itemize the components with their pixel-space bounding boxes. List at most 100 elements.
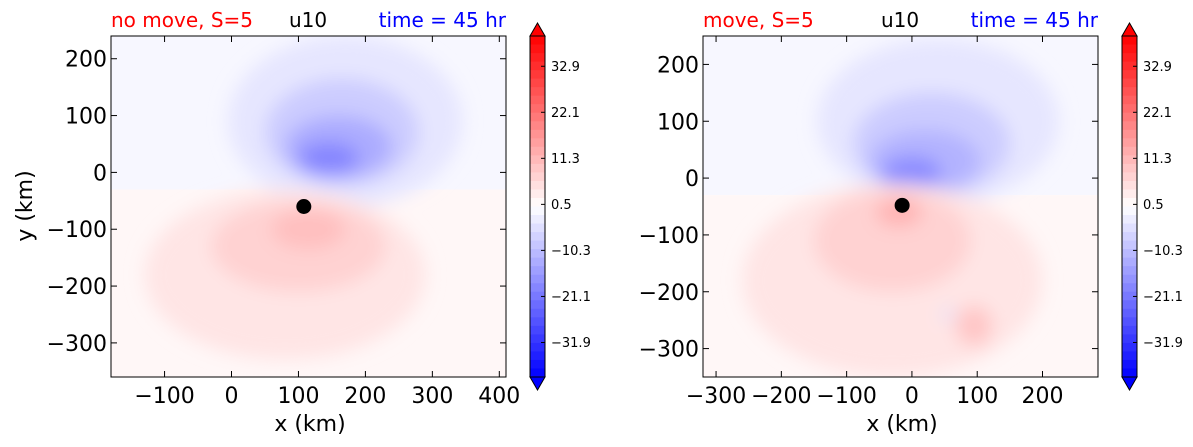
colorbar-tick-label: 0.5	[1143, 198, 1164, 213]
colorbar-level	[530, 325, 545, 335]
colorbar-level	[530, 291, 545, 301]
colorbar-level	[530, 368, 545, 378]
colorbar-level	[530, 180, 545, 191]
x-tick-label: 0	[905, 384, 919, 409]
colorbar-level	[1122, 61, 1137, 71]
y-tick-label: 100	[657, 110, 699, 135]
x-tick-label: −100	[134, 384, 194, 409]
y-tick-label: 100	[65, 105, 107, 130]
colorbar-level	[1122, 138, 1137, 148]
colorbar-level	[530, 359, 545, 370]
colorbar-level	[530, 36, 545, 46]
colorbar-extend-min	[529, 376, 546, 392]
colorbar-level	[530, 121, 545, 131]
colorbar-level	[530, 104, 545, 114]
positive-wind-contour	[955, 305, 993, 346]
left-title-case: no move, S=5	[111, 8, 253, 32]
negative-wind-contour	[942, 307, 954, 322]
colorbar-frame	[1121, 35, 1138, 378]
colorbar-level	[1122, 172, 1137, 182]
colorbar-level	[530, 155, 545, 165]
colorbar-level	[530, 53, 545, 63]
colorbar-level	[1122, 249, 1137, 259]
colorbar-level	[1122, 129, 1137, 139]
y-tick-label: −100	[639, 224, 699, 249]
colorbar-level	[1122, 351, 1137, 361]
colorbar-level	[1122, 146, 1137, 156]
right-x-axis-label: x (km)	[866, 412, 937, 437]
colorbar-level	[1122, 155, 1137, 165]
colorbar-level	[1122, 283, 1137, 293]
colorbar-level	[530, 257, 545, 267]
colorbar-level	[1122, 291, 1137, 301]
colorbar-extend-max	[1121, 21, 1138, 37]
x-tick-label: 0	[225, 384, 239, 409]
left-title-time: time = 45 hr	[379, 8, 507, 32]
right-title-case: move, S=5	[703, 8, 814, 32]
colorbar-level	[1122, 36, 1137, 46]
y-tick-label: −200	[47, 275, 107, 300]
storm-center-marker	[296, 199, 312, 214]
colorbar-level	[530, 334, 545, 344]
colorbar-level	[1122, 300, 1137, 310]
x-tick-label: 200	[344, 384, 386, 409]
colorbar-level	[1122, 78, 1137, 88]
colorbar-level	[530, 197, 545, 208]
x-tick-label: 200	[1022, 384, 1064, 409]
colorbar-level	[530, 95, 545, 105]
x-tick-label: 300	[411, 384, 453, 409]
colorbar-level	[1122, 112, 1137, 122]
colorbar-level	[530, 138, 545, 148]
colorbar-level	[530, 317, 545, 327]
x-tick-label: 100	[956, 384, 998, 409]
colorbar-level	[530, 249, 545, 259]
colorbar-level	[530, 189, 545, 199]
colorbar-tick-label: −31.9	[1143, 336, 1183, 351]
colorbar-level	[530, 78, 545, 88]
u10-field	[111, 36, 506, 377]
colorbar-level	[1122, 368, 1137, 378]
colorbar-level	[1122, 232, 1137, 242]
colorbar-tick-label: 22.1	[1143, 106, 1172, 121]
colorbar-level	[1122, 342, 1137, 353]
storm-center-marker	[894, 197, 910, 213]
colorbar-level	[1122, 95, 1137, 105]
left-x-axis-label: x (km)	[274, 412, 345, 437]
colorbar-level	[530, 266, 545, 276]
colorbar-level	[1122, 163, 1137, 173]
colorbar-frame	[529, 35, 546, 378]
positive-wind-contour	[813, 189, 971, 292]
colorbar-level	[1122, 87, 1137, 97]
colorbar-level	[530, 112, 545, 122]
colorbar-level	[1122, 240, 1137, 250]
plot-frame	[702, 35, 1099, 378]
y-tick-label: 200	[65, 48, 107, 73]
colorbar-tick-label: −21.1	[551, 290, 591, 305]
colorbar-level	[530, 129, 545, 139]
colorbar-level	[1122, 274, 1137, 284]
colorbar-level	[1122, 317, 1137, 327]
plot-frame	[110, 35, 507, 378]
colorbar-tick-label: −31.9	[551, 336, 591, 351]
u10-field	[703, 36, 1098, 377]
colorbar-level	[530, 163, 545, 173]
y-tick-label: 0	[685, 167, 699, 192]
colorbar-level	[1122, 70, 1137, 80]
colorbar-level	[530, 283, 545, 293]
colorbar-level	[530, 274, 545, 284]
negative-wind-contour	[882, 156, 942, 189]
colorbar-tick-label: 11.3	[1143, 152, 1172, 167]
y-tick-label: −100	[47, 218, 107, 243]
positive-wind-contour	[271, 209, 346, 250]
colorbar-level	[1122, 325, 1137, 335]
x-tick-label: 100	[277, 384, 319, 409]
colorbar-tick-label: −10.3	[1143, 244, 1183, 259]
colorbar-level	[530, 44, 545, 54]
colorbar-tick-label: −21.1	[1143, 290, 1183, 305]
colorbar-level	[530, 308, 545, 318]
colorbar-level	[530, 206, 545, 216]
colorbar-tick-label: 32.9	[1143, 60, 1172, 75]
colorbar-level	[1122, 266, 1137, 276]
y-tick-label: −300	[639, 338, 699, 363]
y-tick-label: −300	[47, 332, 107, 357]
